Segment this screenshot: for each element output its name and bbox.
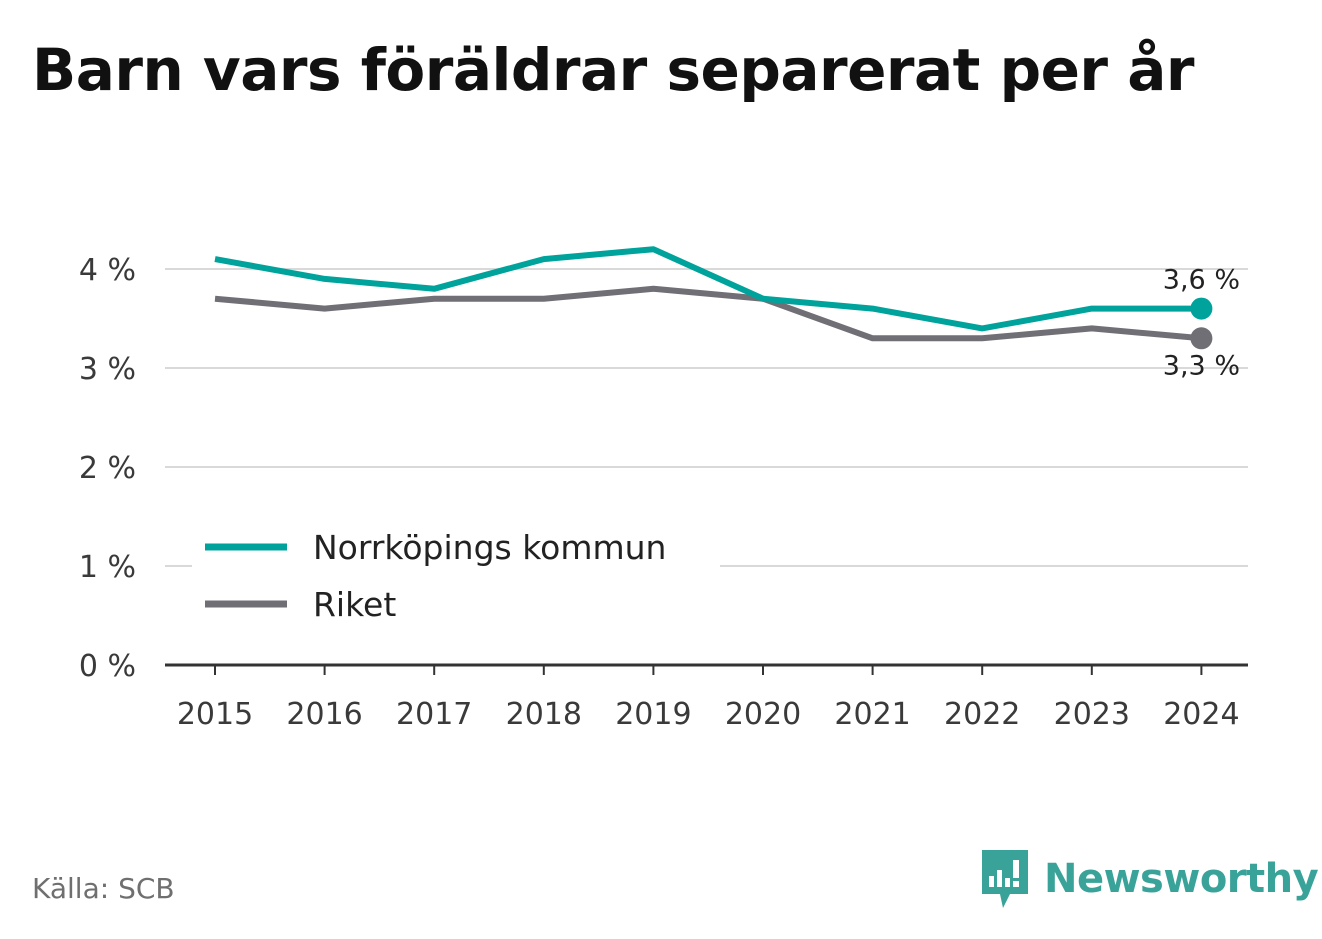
brand-name: Newsworthy — [1044, 856, 1319, 902]
x-tick-label: 2024 — [1163, 697, 1239, 732]
series-line — [214, 285, 1202, 342]
y-axis: 0 % 1 % 2 % 3 % 4 % — [79, 253, 136, 684]
x-tick-label: 2021 — [834, 697, 910, 732]
x-tick-label: 2015 — [177, 697, 253, 732]
y-tick-label: 4 % — [79, 253, 136, 288]
x-tick-label: 2023 — [1054, 697, 1130, 732]
y-tick-label: 1 % — [79, 550, 136, 585]
legend-background — [192, 520, 720, 630]
series-end-point — [1190, 297, 1213, 320]
newsworthy-logo-icon — [982, 850, 1028, 908]
y-tick-label: 2 % — [79, 451, 136, 486]
series-end-label: 3,3 % — [1163, 350, 1240, 381]
x-tick-label: 2017 — [396, 697, 472, 732]
x-tick-label: 2019 — [615, 697, 691, 732]
series-lines: 3,6 % 3,3 % — [214, 246, 1240, 381]
series-line — [214, 246, 1202, 332]
source-label: Källa: SCB — [32, 872, 175, 905]
x-axis: 2015 2016 2017 2018 2019 2020 2021 2022 2023 2024 — [165, 663, 1248, 732]
legend-label: Norrköpings kommun — [313, 528, 666, 567]
x-tick-label: 2022 — [944, 697, 1020, 732]
x-tick-label: 2016 — [286, 697, 362, 732]
y-tick-label: 3 % — [79, 352, 136, 387]
series-end-label: 3,6 % — [1163, 265, 1240, 296]
x-tick-label: 2018 — [506, 697, 582, 732]
legend: Norrköpings kommun Riket — [192, 520, 720, 630]
brand-logo[interactable]: Newsworthy — [980, 848, 1319, 910]
legend-label: Riket — [313, 585, 396, 624]
x-tick-label: 2020 — [725, 697, 801, 732]
chart-title: Barn vars föräldrar separerat per år — [32, 36, 1194, 104]
series-end-point — [1190, 327, 1213, 350]
y-tick-label: 0 % — [79, 649, 136, 684]
